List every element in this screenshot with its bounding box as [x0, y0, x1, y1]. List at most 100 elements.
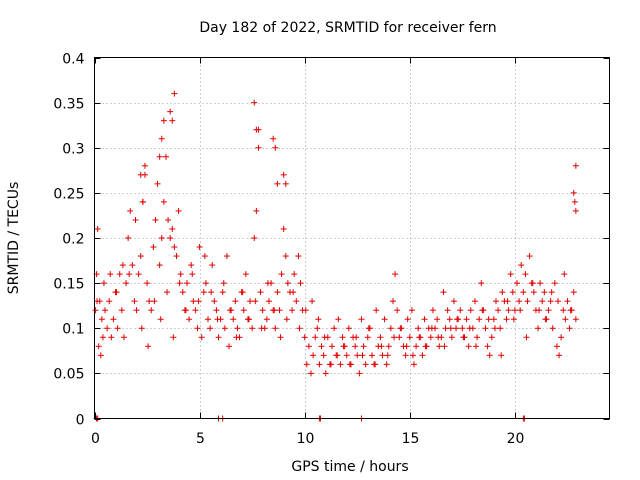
data-point: [409, 352, 416, 359]
data-point: [322, 370, 329, 377]
data-point: [282, 180, 289, 187]
data-point: [335, 316, 342, 323]
data-point: [518, 262, 525, 269]
y-tick-label: 0.25: [53, 187, 84, 203]
data-point: [110, 316, 117, 323]
data-points: [92, 90, 579, 422]
data-point: [221, 325, 228, 332]
data-point: [141, 162, 148, 169]
data-point: [176, 280, 183, 287]
data-point: [368, 352, 375, 359]
data-point: [365, 325, 372, 332]
data-point: [234, 325, 241, 332]
data-point: [278, 271, 285, 278]
data-point: [215, 334, 222, 341]
data-point: [284, 280, 291, 287]
data-point: [541, 289, 548, 296]
data-point: [125, 235, 132, 241]
data-point: [535, 325, 542, 332]
data-point: [100, 280, 107, 287]
data-point: [356, 370, 363, 377]
data-point: [132, 216, 139, 223]
data-point: [104, 325, 111, 332]
data-point: [340, 343, 347, 350]
data-point: [529, 280, 536, 287]
data-point: [495, 307, 502, 314]
x-axis-label: GPS time / hours: [291, 459, 408, 475]
data-point: [421, 316, 428, 323]
data-point: [381, 316, 388, 323]
data-point: [378, 343, 385, 350]
data-point: [167, 235, 174, 241]
data-point: [334, 352, 341, 359]
data-point: [113, 289, 120, 296]
data-point: [316, 361, 323, 368]
data-point: [539, 298, 546, 305]
data-point: [158, 135, 165, 142]
data-point: [94, 298, 101, 305]
y-tick-label: 0: [76, 413, 85, 429]
data-point: [209, 262, 216, 269]
data-point: [536, 307, 543, 314]
data-point: [416, 334, 423, 341]
data-point: [295, 253, 302, 260]
data-point: [282, 253, 289, 260]
data-point: [251, 99, 258, 106]
data-point: [459, 325, 466, 332]
data-point: [364, 334, 371, 341]
x-tick-label: 0: [91, 431, 100, 447]
data-point: [556, 352, 563, 359]
data-point: [523, 334, 530, 341]
data-point: [309, 298, 316, 305]
data-point: [272, 144, 279, 151]
data-point: [562, 316, 569, 323]
data-point: [226, 343, 233, 350]
data-point: [139, 198, 146, 205]
data-point: [141, 171, 148, 178]
data-point: [429, 307, 436, 314]
data-point: [419, 352, 426, 359]
data-point: [444, 307, 451, 314]
data-point: [280, 171, 287, 178]
data-point: [126, 271, 133, 278]
data-point: [253, 207, 260, 214]
data-point: [170, 334, 177, 341]
data-point: [327, 361, 334, 368]
data-point: [447, 325, 454, 332]
data-point: [571, 198, 578, 205]
data-point: [123, 280, 130, 287]
data-point: [485, 316, 492, 323]
data-point: [264, 280, 271, 287]
data-point: [169, 117, 176, 124]
data-point: [460, 334, 467, 341]
data-point: [453, 325, 460, 332]
data-point: [312, 334, 319, 341]
data-point: [280, 225, 287, 232]
data-point: [167, 108, 174, 115]
data-point: [354, 352, 361, 359]
data-point: [164, 289, 171, 296]
data-point: [442, 325, 449, 332]
data-point: [97, 352, 104, 359]
data-point: [259, 307, 266, 314]
data-point: [201, 253, 208, 260]
data-point: [478, 280, 485, 287]
data-point: [138, 325, 145, 332]
x-tick-label: 15: [402, 431, 420, 447]
data-point: [504, 298, 511, 305]
data-point: [186, 316, 193, 323]
data-point: [106, 298, 113, 305]
data-point: [537, 280, 544, 287]
data-point: [116, 271, 123, 278]
data-point: [422, 343, 429, 350]
data-point: [314, 325, 321, 332]
data-point: [551, 280, 558, 287]
data-point: [441, 343, 448, 350]
data-point: [373, 307, 380, 314]
data-point: [274, 289, 281, 296]
data-point: [255, 144, 262, 151]
data-point: [127, 207, 134, 214]
data-point: [471, 298, 478, 305]
data-point: [572, 162, 579, 169]
data-point: [308, 370, 315, 377]
